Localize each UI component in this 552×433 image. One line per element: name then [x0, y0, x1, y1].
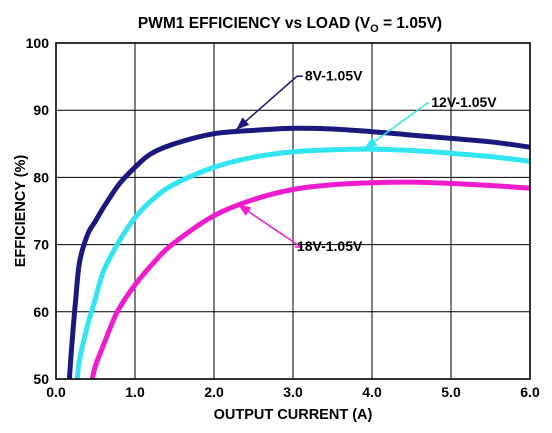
y-tick-label: 70	[33, 237, 49, 253]
x-tick-label: 2.0	[204, 384, 224, 400]
x-tick-label: 0.0	[46, 384, 66, 400]
y-tick-label: 60	[33, 304, 49, 320]
series-line-2	[74, 146, 530, 379]
series-label-3: 18V-1.05V	[297, 238, 363, 254]
y-tick-label: 80	[33, 169, 49, 185]
series-lines	[66, 125, 530, 379]
y-tick-label: 50	[33, 371, 49, 387]
annotation-leader-1	[235, 75, 303, 131]
x-tick-label: 5.0	[441, 384, 461, 400]
grid	[56, 43, 530, 379]
series-line-1	[66, 125, 530, 379]
annotation-arrowhead-2	[364, 137, 378, 150]
series-line-3	[89, 179, 530, 379]
annotation-arrowhead-1	[236, 117, 250, 130]
annotation-leader-2	[363, 102, 430, 150]
series-annotations: 8V-1.05V 12V-1.05V 18V-1.05V	[235, 67, 497, 254]
chart-title: PWM1 EFFICIENCY vs LOAD (VO = 1.05V)	[138, 15, 442, 35]
annotation-arrowhead-3	[237, 204, 252, 216]
x-tick-label: 1.0	[125, 384, 145, 400]
annotation-leader-3	[237, 203, 304, 248]
x-tick-label: 4.0	[362, 384, 382, 400]
y-axis-ticks: 50 60 70 80 90 100	[26, 35, 50, 387]
y-tick-label: 90	[33, 102, 49, 118]
x-axis-ticks: 0.0 1.0 2.0 3.0 4.0 5.0 6.0	[46, 384, 540, 400]
plot-frame	[55, 42, 531, 380]
x-tick-label: 3.0	[283, 384, 303, 400]
y-tick-label: 100	[26, 35, 50, 51]
x-axis-label: OUTPUT CURRENT (A)	[214, 407, 373, 423]
x-tick-label: 6.0	[520, 384, 540, 400]
series-label-1: 8V-1.05V	[305, 67, 363, 83]
y-axis-label: EFFICIENCY (%)	[13, 155, 29, 268]
series-label-2: 12V-1.05V	[431, 94, 497, 110]
